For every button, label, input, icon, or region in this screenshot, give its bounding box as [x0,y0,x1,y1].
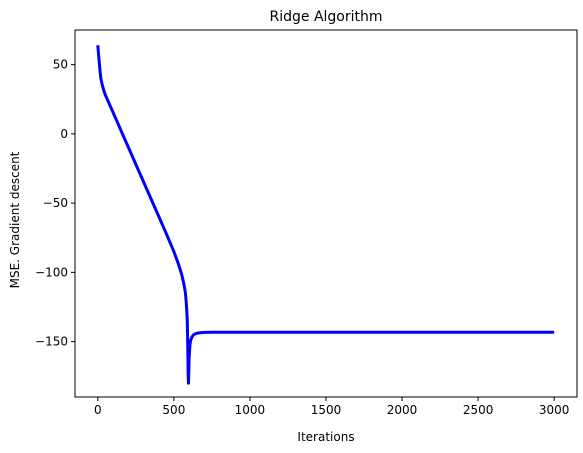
y-tick-label-0: 0 [60,127,68,141]
axes-frame [74,29,578,398]
plot-area [96,45,555,385]
x-tick-label-1000: 1000 [235,403,266,417]
y-tick-label--100: −100 [35,265,68,279]
x-tick-label-500: 500 [162,403,185,417]
y-tick-label--50: −50 [43,196,68,210]
y-tick-label-50: 50 [53,58,68,72]
x-axis-label: Iterations [297,430,354,444]
chart-title: Ridge Algorithm [269,9,382,25]
x-tick-label-2500: 2500 [463,403,494,417]
x-tick-label-3000: 3000 [539,403,570,417]
y-tick-label--150: −150 [35,335,68,349]
y-axis-label: MSE. Gradient descent [8,151,22,288]
series-line-1 [96,45,555,385]
axes: 0 500 1000 1500 2000 2500 3000 −150 −100 −50 0 50 [35,29,578,417]
x-tick-label-0: 0 [94,403,102,417]
x-tick-label-1500: 1500 [311,403,342,417]
x-tick-label-2000: 2000 [387,403,418,417]
